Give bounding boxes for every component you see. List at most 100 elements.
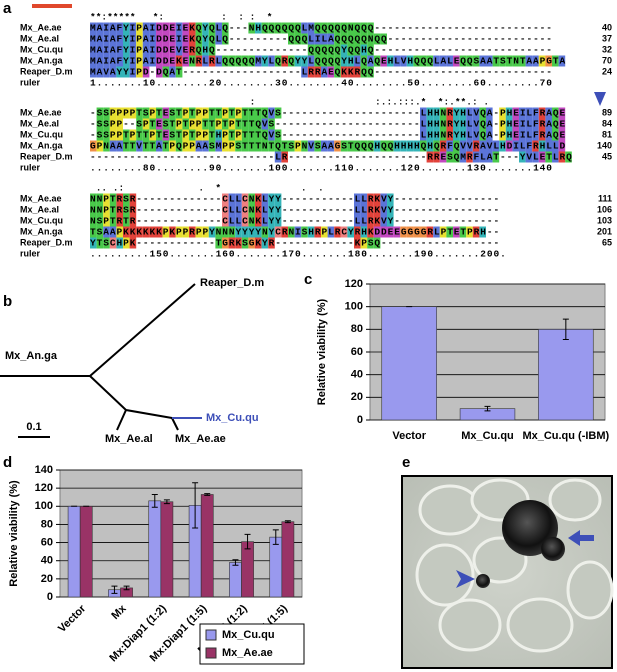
residue-bg — [545, 151, 552, 163]
residue-bg — [340, 140, 348, 152]
residue-bg — [354, 22, 361, 34]
residue-bg — [314, 22, 321, 34]
residue-bg — [123, 193, 130, 205]
residue-bg — [235, 129, 242, 141]
residue-bg — [202, 140, 209, 152]
residue-bg — [268, 193, 275, 205]
residue-bg — [499, 140, 506, 152]
residue-bg — [156, 66, 163, 78]
residue-bg — [281, 55, 288, 67]
residue-bg — [565, 151, 572, 163]
residue-bg — [255, 107, 262, 119]
residue-bg — [142, 107, 150, 119]
residue-bg — [116, 118, 123, 130]
residue-bg — [499, 118, 506, 130]
residue-bg — [301, 66, 308, 78]
residue-bg — [499, 55, 506, 67]
residue-bg — [109, 66, 117, 78]
residue-bg — [492, 55, 500, 67]
residue-bg — [321, 22, 328, 34]
residue-bg — [453, 226, 460, 238]
residue-bg — [149, 140, 156, 152]
residue-bg — [189, 118, 196, 130]
residue-bg — [453, 151, 460, 163]
residue-bg — [307, 140, 315, 152]
residue-bg — [215, 55, 222, 67]
sequence: -SSPPTPTTPTESTPTPPTHPTPTTTQVS-----------… — [90, 130, 565, 141]
residue-bg — [215, 129, 222, 141]
residue-bg — [261, 22, 269, 34]
residue-bg — [175, 33, 183, 45]
residue-bg — [558, 140, 566, 152]
residue-bg — [228, 140, 236, 152]
tree-leaf: Mx_Ae.ae — [175, 433, 226, 445]
residue-bg — [195, 226, 203, 238]
residue-bg — [235, 215, 242, 227]
residue-bg — [96, 193, 104, 205]
residue-bg — [307, 44, 315, 56]
residue-bg — [532, 151, 539, 163]
residue-bg — [96, 215, 104, 227]
residue-bg — [301, 226, 308, 238]
residue-bg — [347, 140, 354, 152]
conservation: : :.:.:::.* *:.**.: . — [90, 97, 489, 108]
residue-bg — [261, 129, 269, 141]
residue-bg — [406, 140, 414, 152]
residue-bg — [162, 55, 170, 67]
residue-bg — [255, 118, 262, 130]
residue-bg — [373, 215, 381, 227]
residue-bg — [215, 118, 222, 130]
residue-bg — [103, 44, 110, 56]
residue-bg — [109, 204, 117, 216]
sequence-end: 65 — [602, 237, 612, 247]
residue-bg — [261, 204, 269, 216]
residue-bg — [175, 226, 183, 238]
residue-bg — [142, 55, 150, 67]
residue-bg — [354, 215, 361, 227]
residue-bg — [103, 33, 110, 45]
residue-bg — [136, 140, 143, 152]
residue-bg — [532, 140, 539, 152]
residue-bg — [545, 129, 552, 141]
residue-bg — [195, 22, 203, 34]
residue-bg — [175, 55, 183, 67]
residue-bg — [235, 55, 242, 67]
residue-bg — [433, 107, 440, 119]
residue-bg — [162, 22, 170, 34]
y-tick-label: 40 — [351, 369, 363, 381]
sequence-name: Mx_Ae.ae — [20, 107, 62, 117]
sequence-end: 32 — [602, 44, 612, 54]
residue-bg — [545, 55, 552, 67]
residue-bg — [340, 226, 348, 238]
residue-bg — [294, 22, 302, 34]
residue-bg — [519, 129, 526, 141]
sequence: MAIAFYIPAIDDEIEKQYQLQ---------QQQLILAQQQ… — [90, 34, 552, 45]
residue-bg — [248, 129, 255, 141]
residue-bg — [103, 237, 110, 249]
bar — [148, 500, 162, 598]
panel-label: d — [3, 454, 12, 471]
error-bar — [204, 493, 211, 496]
residue-bg — [136, 129, 143, 141]
sequence: MAIAFYIPAIDDEIEKQYQLQ---NHQQQQQQLMQQQQQN… — [90, 23, 552, 34]
residue-bg — [274, 22, 282, 34]
residue-bg — [162, 33, 170, 45]
residue-bg — [360, 66, 368, 78]
residue-bg — [380, 226, 387, 238]
residue-bg — [248, 22, 255, 34]
residue-bg — [459, 151, 467, 163]
legend-swatch — [205, 647, 217, 659]
residue-bg — [109, 33, 117, 45]
residue-bg — [228, 215, 236, 227]
residue-bg — [281, 151, 288, 163]
residue-bg — [123, 129, 130, 141]
residue-bg — [525, 140, 533, 152]
residue-bg — [142, 44, 150, 56]
residue-bg — [169, 140, 176, 152]
residue-bg — [136, 66, 143, 78]
residue-bg — [274, 129, 282, 141]
residue-bg — [156, 226, 163, 238]
residue-bg — [149, 118, 156, 130]
residue-bg — [367, 226, 374, 238]
